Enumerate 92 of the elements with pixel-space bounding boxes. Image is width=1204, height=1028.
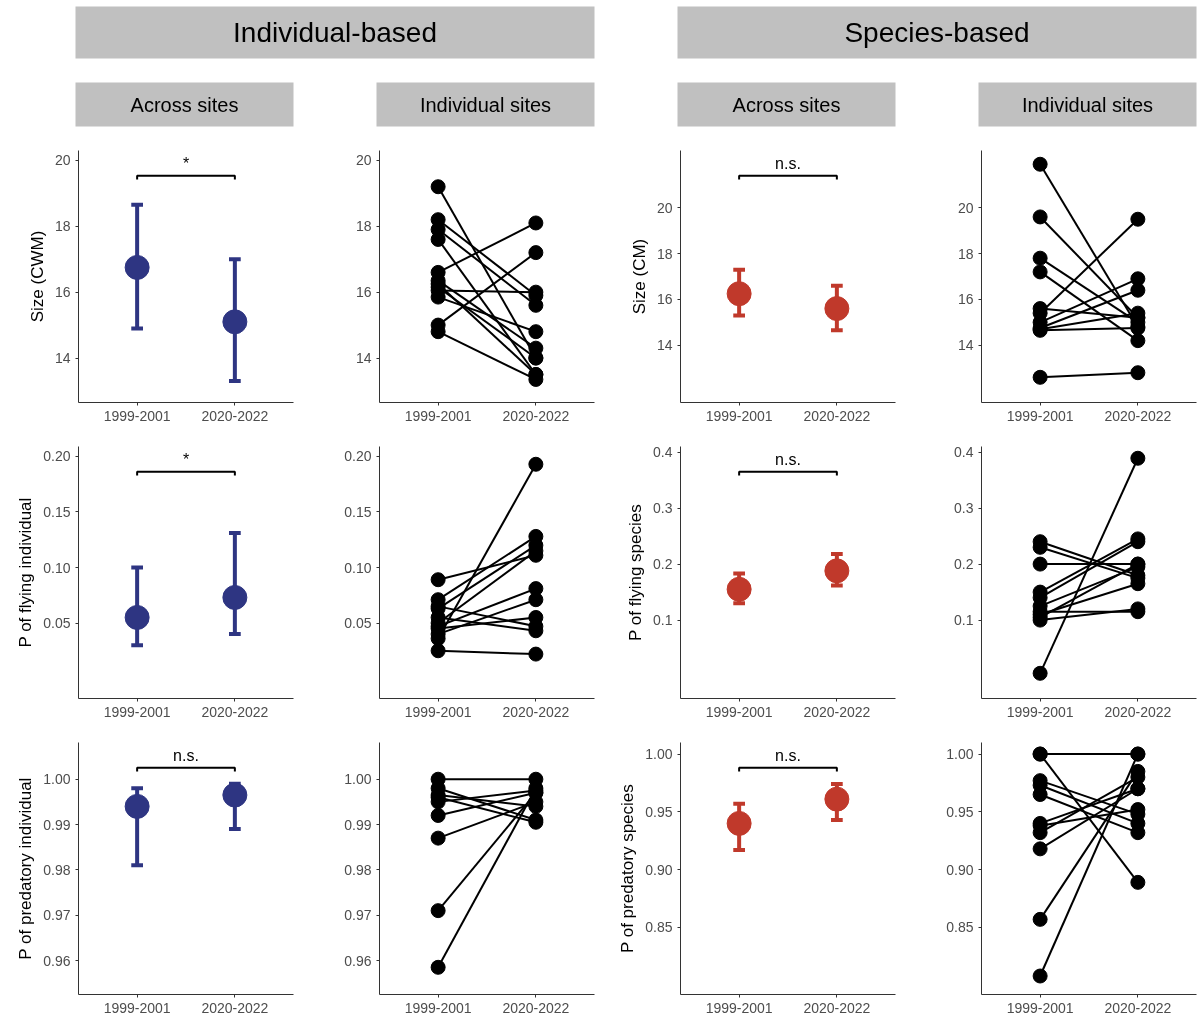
y-tick-label: 0.3 [653,500,673,517]
x-tick-label: 2020-2022 [1104,703,1172,720]
y-tick-label: 0.1 [954,612,974,629]
y-tick-label: 14 [54,350,71,367]
y-tick-label: 0.90 [645,861,673,878]
y-tick-label: 14 [656,337,673,354]
x-tick-label: 1999-2001 [103,407,171,424]
annotation: * [182,450,190,468]
y-tick-label: 0.95 [645,803,673,820]
y-tick-label: 0.97 [344,907,372,924]
x-tick-label: 2020-2022 [502,999,570,1016]
chart-subtitle: Individual sites [1021,93,1154,116]
y-tick-label: 20 [355,152,372,169]
x-tick-label: 1999-2001 [1006,407,1074,424]
y-tick-label: 0.3 [954,500,974,517]
x-tick-label: 1999-2001 [705,407,773,424]
x-tick-label: 2020-2022 [201,999,269,1016]
y-tick-label: 0.99 [43,816,71,833]
chart-title: Individual-based [233,17,437,48]
y-tick-label: 0.98 [43,861,71,878]
y-tick-label: 0.10 [43,559,71,576]
y-axis-title: P of predatory species [618,784,638,954]
y-tick-label: 0.20 [344,448,372,465]
y-tick-label: 0.90 [946,861,974,878]
y-tick-label: 18 [656,245,673,262]
y-tick-label: 18 [54,218,71,235]
x-tick-label: 2020-2022 [1104,999,1172,1016]
y-tick-label: 18 [355,218,372,235]
x-tick-label: 2020-2022 [201,703,269,720]
y-tick-label: 0.4 [653,444,673,461]
chart-subtitle: Individual sites [419,93,552,116]
y-tick-label: 1.00 [344,771,372,788]
y-tick-label: 0.1 [653,612,673,629]
y-tick-label: 0.85 [946,919,974,936]
y-tick-label: 0.99 [344,816,372,833]
y-tick-label: 20 [54,152,71,169]
x-tick-label: 1999-2001 [103,703,171,720]
annotation: n.s. [775,154,801,172]
y-tick-label: 0.10 [344,559,372,576]
y-tick-label: 20 [656,199,673,216]
y-tick-label: 0.97 [43,907,71,924]
y-tick-label: 0.05 [43,615,71,632]
y-tick-label: 1.00 [43,771,71,788]
annotation: * [182,154,190,172]
x-tick-label: 2020-2022 [502,703,570,720]
chart-subtitle: Across sites [732,93,841,116]
annotation: n.s. [775,746,801,764]
y-tick-label: 0.95 [946,803,974,820]
y-tick-label: 0.96 [43,952,71,969]
x-tick-label: 2020-2022 [803,703,871,720]
x-tick-label: 1999-2001 [705,703,773,720]
x-tick-label: 1999-2001 [103,999,171,1016]
y-axis-title: P of predatory individual [16,777,36,960]
y-tick-label: 0.15 [344,504,372,520]
y-tick-label: 0.2 [954,556,974,573]
x-tick-label: 1999-2001 [1006,703,1074,720]
y-tick-label: 14 [355,350,372,367]
x-tick-label: 1999-2001 [1006,999,1074,1016]
y-tick-label: 16 [656,291,673,308]
y-tick-label: 0.2 [653,556,673,573]
x-tick-label: 2020-2022 [803,407,871,424]
y-axis-title: Size (CWM) [27,230,47,323]
y-axis-title: Size (CM) [629,238,649,315]
y-tick-label: 0.98 [344,861,372,878]
y-tick-label: 16 [54,284,71,301]
y-tick-label: 0.4 [954,444,974,461]
chart-subtitle: Across sites [130,93,239,116]
y-tick-label: 0.85 [645,919,673,936]
y-tick-label: 18 [957,245,974,262]
y-axis-title: P of flying species [626,504,646,642]
y-tick-label: 0.96 [344,952,372,969]
x-tick-label: 2020-2022 [803,999,871,1016]
y-tick-label: 16 [957,291,974,308]
x-tick-label: 1999-2001 [404,703,472,720]
x-tick-label: 2020-2022 [1104,407,1172,424]
x-tick-label: 1999-2001 [404,407,472,424]
y-axis-title: P of flying individual [16,497,36,648]
x-tick-label: 2020-2022 [502,407,570,424]
y-tick-label: 16 [355,284,372,301]
y-tick-label: 0.05 [344,615,372,632]
x-tick-label: 2020-2022 [201,407,269,424]
annotation: n.s. [775,450,801,468]
y-tick-label: 14 [957,337,974,354]
x-tick-label: 1999-2001 [705,999,773,1016]
y-tick-label: 1.00 [946,746,974,763]
y-tick-label: 0.20 [43,448,71,465]
annotation: n.s. [173,746,199,764]
y-tick-label: 0.15 [43,504,71,520]
x-tick-label: 1999-2001 [404,999,472,1016]
y-tick-label: 1.00 [645,746,673,763]
y-tick-label: 20 [957,199,974,216]
chart-title: Species-based [844,17,1030,48]
